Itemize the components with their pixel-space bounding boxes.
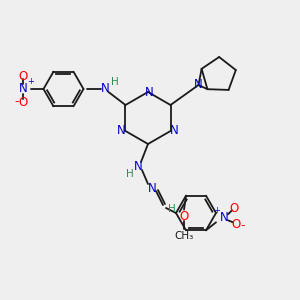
Text: N: N	[117, 124, 126, 137]
Text: N: N	[220, 211, 228, 224]
Text: N: N	[134, 160, 142, 172]
Text: +: +	[27, 77, 34, 86]
Text: O: O	[19, 95, 28, 109]
Text: N: N	[170, 124, 179, 137]
Text: N: N	[194, 79, 203, 92]
Text: H: H	[111, 77, 119, 87]
Text: O: O	[179, 210, 189, 223]
Text: N: N	[145, 85, 153, 98]
Text: O: O	[230, 202, 238, 215]
Text: CH₃: CH₃	[174, 231, 194, 241]
Text: -: -	[241, 219, 245, 232]
Text: O: O	[19, 70, 28, 83]
Text: H: H	[126, 169, 134, 179]
Text: +: +	[214, 206, 220, 215]
Text: H: H	[168, 204, 176, 214]
Text: -: -	[14, 95, 19, 109]
Text: N: N	[101, 82, 110, 95]
Text: O: O	[231, 218, 241, 231]
Text: N: N	[19, 82, 28, 95]
Text: N: N	[148, 182, 156, 194]
